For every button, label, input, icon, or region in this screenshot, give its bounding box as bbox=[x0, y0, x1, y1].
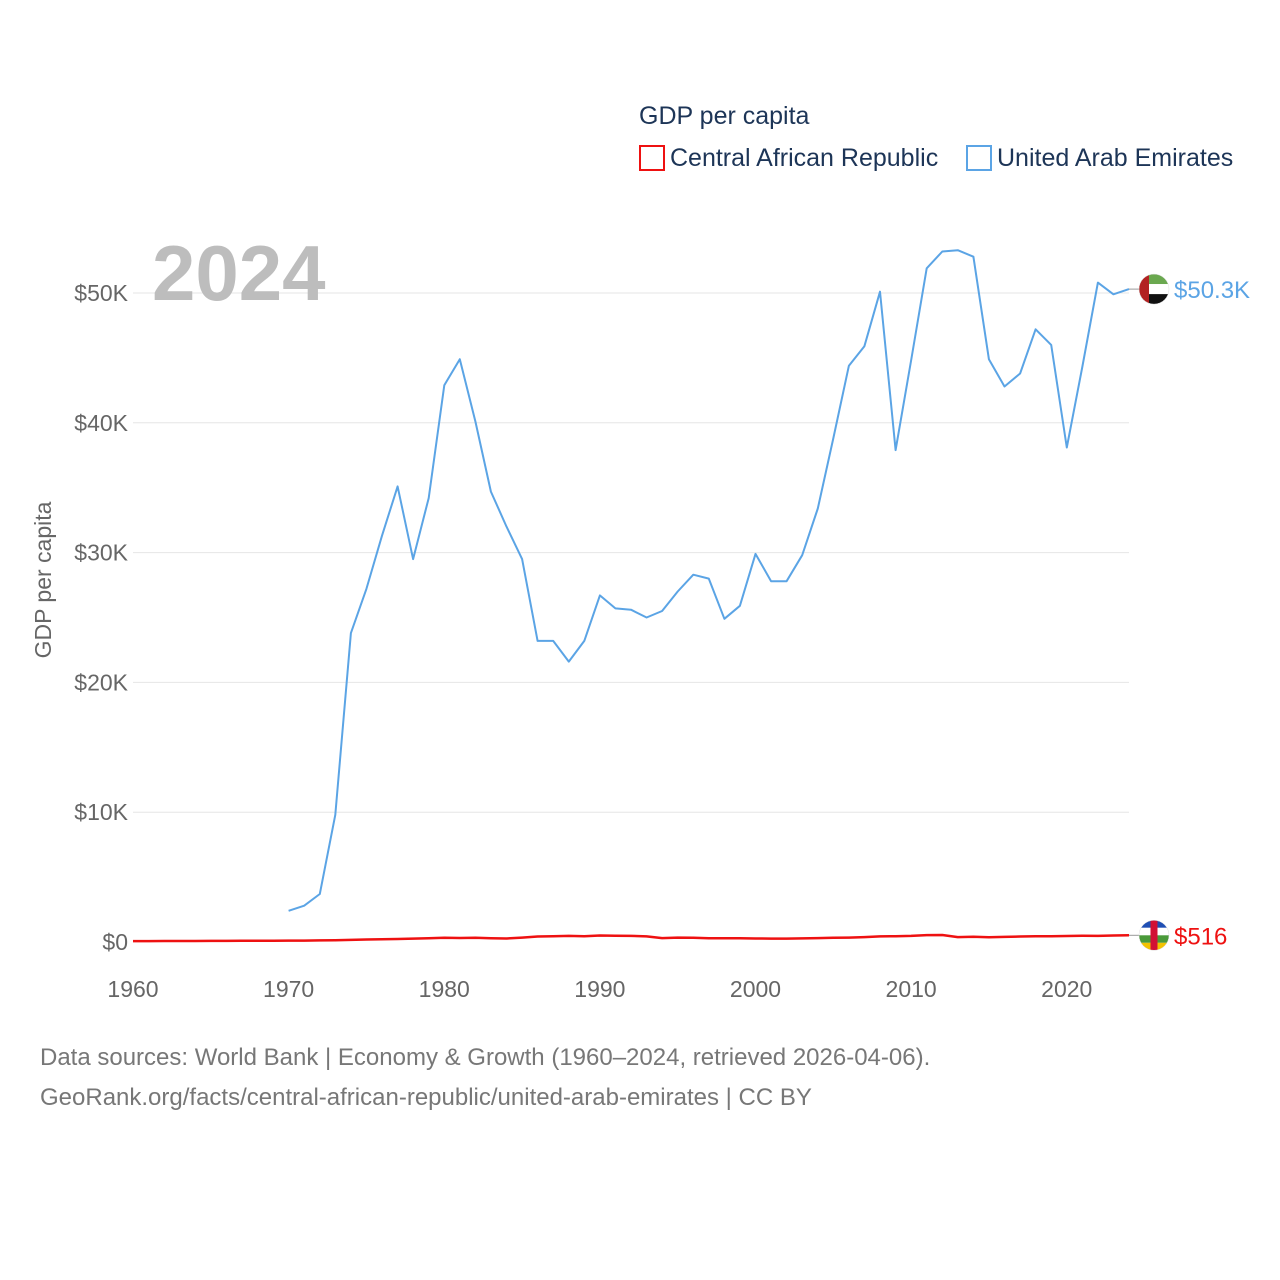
year-label: 2024 bbox=[152, 229, 326, 317]
y-tick-label: $10K bbox=[74, 799, 128, 825]
legend-label-central-african-republic: Central African Republic bbox=[670, 144, 938, 172]
series-lines bbox=[133, 249, 1130, 943]
x-tick-label: 1980 bbox=[419, 976, 470, 1002]
y-tick-label: $50K bbox=[74, 280, 128, 306]
united-arab-emirates-flag-icon bbox=[1138, 273, 1170, 305]
end-label-united-arab-emirates: $50.3K bbox=[1174, 277, 1250, 304]
axes: $0 $10K $20K $30K $40K $50K 1960 1970 1980 1990 20… bbox=[74, 280, 1092, 1002]
x-tick-label: 1990 bbox=[574, 976, 625, 1002]
legend-item-united-arab-emirates[interactable]: United Arab Emirates bbox=[966, 144, 1233, 172]
y-tick-label: $20K bbox=[74, 669, 128, 695]
central-african-republic-flag-icon bbox=[1138, 920, 1170, 951]
x-tick-label: 2000 bbox=[730, 976, 781, 1002]
legend-item-central-african-republic[interactable]: Central African Republic bbox=[639, 144, 938, 172]
x-tick-label: 1960 bbox=[107, 976, 158, 1002]
x-tick-label: 1970 bbox=[263, 976, 314, 1002]
y-axis-title: GDP per capita bbox=[30, 501, 56, 658]
legend-label-united-arab-emirates: United Arab Emirates bbox=[997, 144, 1233, 172]
legend-title: GDP per capita bbox=[639, 102, 810, 130]
end-label-central-african-republic: $516 bbox=[1174, 923, 1227, 950]
y-tick-label: $0 bbox=[102, 929, 128, 955]
y-tick-label: $30K bbox=[74, 540, 128, 566]
series-line-united-arab-emirates[interactable] bbox=[288, 249, 1130, 912]
grid-lines bbox=[133, 292, 1129, 813]
footer-link[interactable]: GeoRank.org/facts/central-african-republ… bbox=[40, 1084, 812, 1111]
legend: GDP per capita Central African Republic … bbox=[639, 102, 1233, 172]
end-labels: $516 $50.3K bbox=[1129, 273, 1250, 951]
legend-swatch-united-arab-emirates bbox=[966, 145, 992, 171]
y-tick-label: $40K bbox=[74, 410, 128, 436]
x-tick-label: 2010 bbox=[886, 976, 937, 1002]
legend-swatch-central-african-republic bbox=[639, 145, 665, 171]
x-tick-label: 2020 bbox=[1041, 976, 1092, 1002]
footer-sources: Data sources: World Bank | Economy & Gro… bbox=[40, 1044, 931, 1071]
series-line-central-african-republic[interactable] bbox=[133, 933, 1130, 943]
